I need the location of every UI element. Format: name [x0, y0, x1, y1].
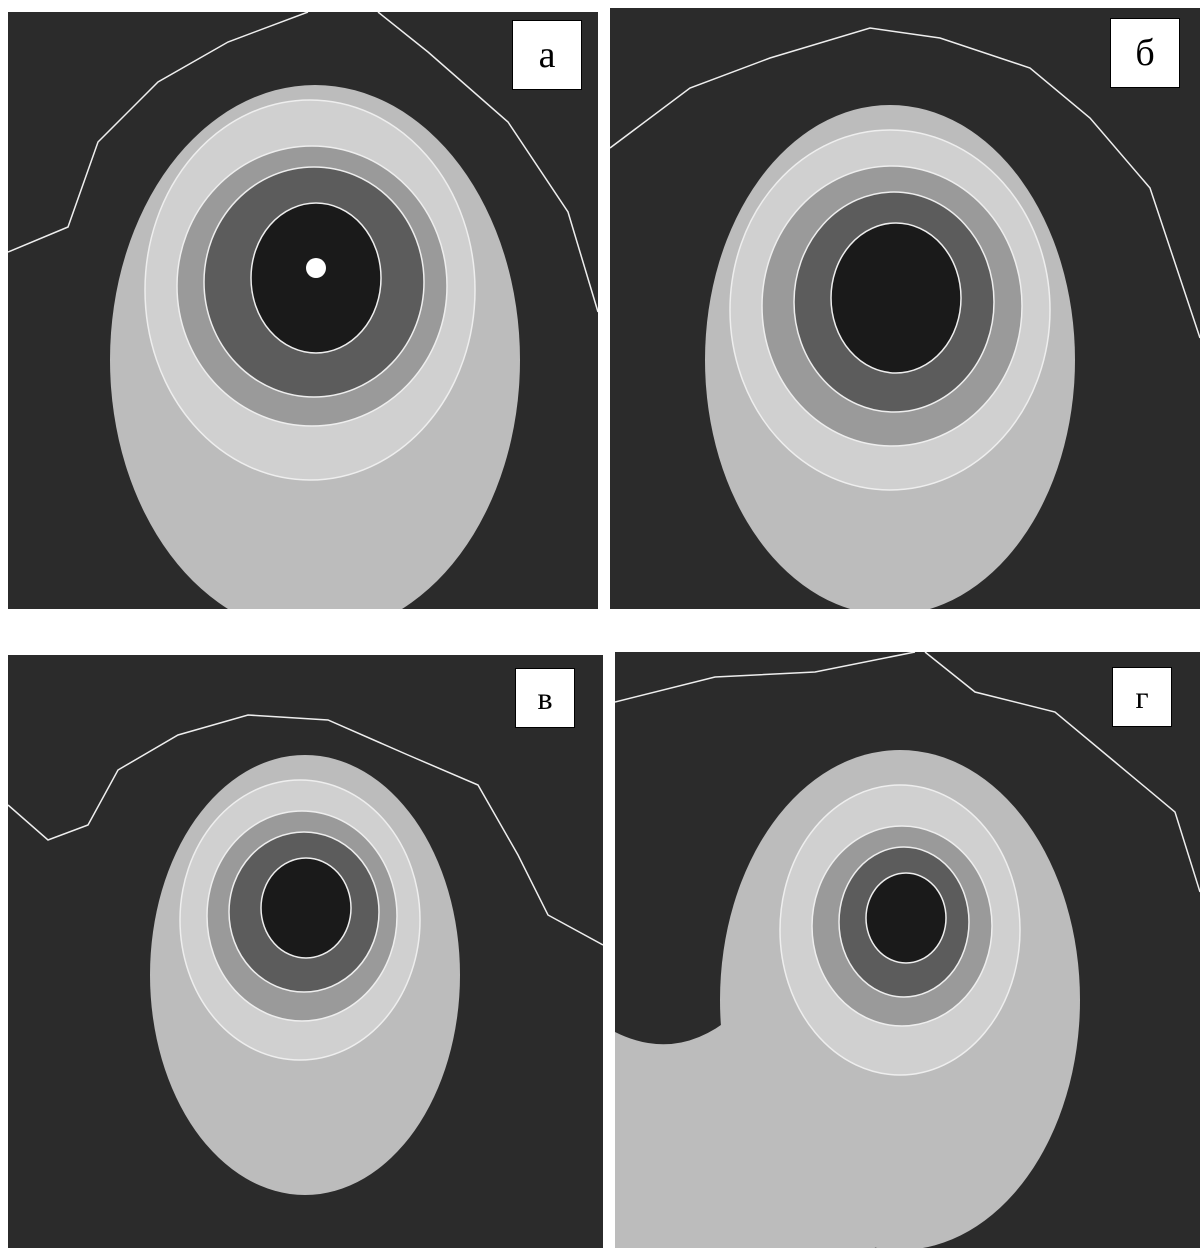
image-panel: [615, 652, 1200, 1248]
panel-label: в: [515, 668, 575, 728]
contour-zone: [830, 222, 962, 374]
image-panel: [8, 12, 598, 609]
coastline: [610, 27, 1200, 339]
outer-region: [235, 540, 375, 609]
coastline: [377, 12, 598, 313]
coastline: [924, 652, 1200, 893]
coastline: [8, 12, 309, 253]
coastline: [8, 714, 603, 946]
image-panel: [8, 655, 603, 1248]
contour-zone: [865, 872, 947, 964]
image-panel: [610, 8, 1200, 609]
panel-label: а: [512, 20, 582, 90]
coastline: [615, 652, 916, 703]
panel-label: г: [1112, 667, 1172, 727]
center-spot: [306, 258, 326, 278]
panel-label: б: [1110, 18, 1180, 88]
contour-zone: [260, 857, 352, 959]
